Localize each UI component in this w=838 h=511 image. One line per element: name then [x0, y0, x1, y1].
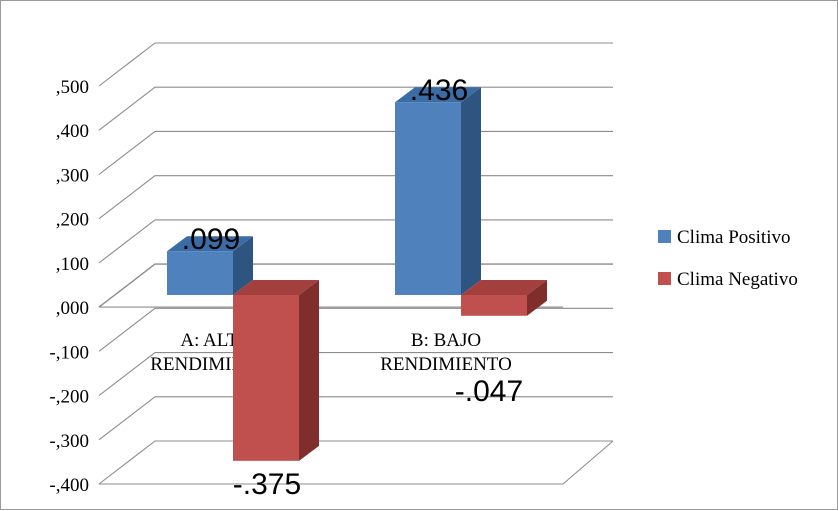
data-labels: .099 -.375 .436 -.047: [182, 74, 523, 501]
y-tick-label: -,400: [49, 475, 89, 496]
y-tick-label: ,500: [56, 77, 89, 98]
data-label: .099: [182, 223, 240, 256]
bar: [461, 295, 527, 316]
data-label: -.375: [233, 468, 301, 501]
y-tick-label: -,300: [49, 431, 89, 452]
category-label: B: BAJO RENDIMIENTO: [380, 330, 512, 375]
bar-top-face: [395, 87, 481, 103]
legend-swatch: [658, 230, 671, 243]
gridline: [98, 307, 613, 352]
category-label-line: RENDIMIENTO: [380, 354, 512, 375]
grid-layer: [98, 42, 614, 485]
bar-top-face: [167, 236, 253, 252]
gridline: [98, 42, 613, 87]
data-label: .436: [410, 74, 468, 107]
gridline: [98, 130, 613, 175]
floor-edge: [99, 440, 614, 485]
data-label: -.047: [455, 375, 523, 408]
bar: [167, 251, 233, 295]
bar-top-face: [233, 280, 319, 295]
gridline: [98, 175, 613, 220]
y-tick-label: ,200: [56, 210, 89, 231]
legend-swatch: [658, 272, 671, 285]
y-axis-ticks: ,500 ,400 ,300 ,200 ,100 ,000 -,100 -,200 -,300 -…: [49, 77, 89, 496]
legend-entry: Clima Positivo: [677, 227, 791, 248]
gridline: [98, 440, 613, 485]
bar-side-face: [299, 280, 319, 461]
bar-side-face: [233, 236, 253, 295]
y-tick-label: ,100: [56, 254, 89, 275]
bar-top-face: [461, 280, 547, 295]
y-tick-label: ,400: [56, 121, 89, 142]
bar-side-face: [461, 87, 481, 296]
y-tick-label: -,100: [49, 342, 89, 363]
legend-entry: Clima Negativo: [677, 269, 798, 290]
bar-side-face: [527, 280, 547, 316]
gridline: [98, 86, 613, 131]
y-tick-label: -,200: [49, 387, 89, 408]
gridline: [98, 396, 613, 441]
bar: [233, 295, 299, 461]
bars: [167, 87, 547, 461]
y-tick-label: ,000: [56, 298, 89, 319]
y-tick-label: ,300: [56, 165, 89, 186]
gridline: [98, 352, 613, 396]
category-label-line: B: BAJO: [411, 330, 481, 351]
legend: Clima Positivo Clima Negativo: [658, 227, 798, 290]
bar: [395, 102, 461, 296]
